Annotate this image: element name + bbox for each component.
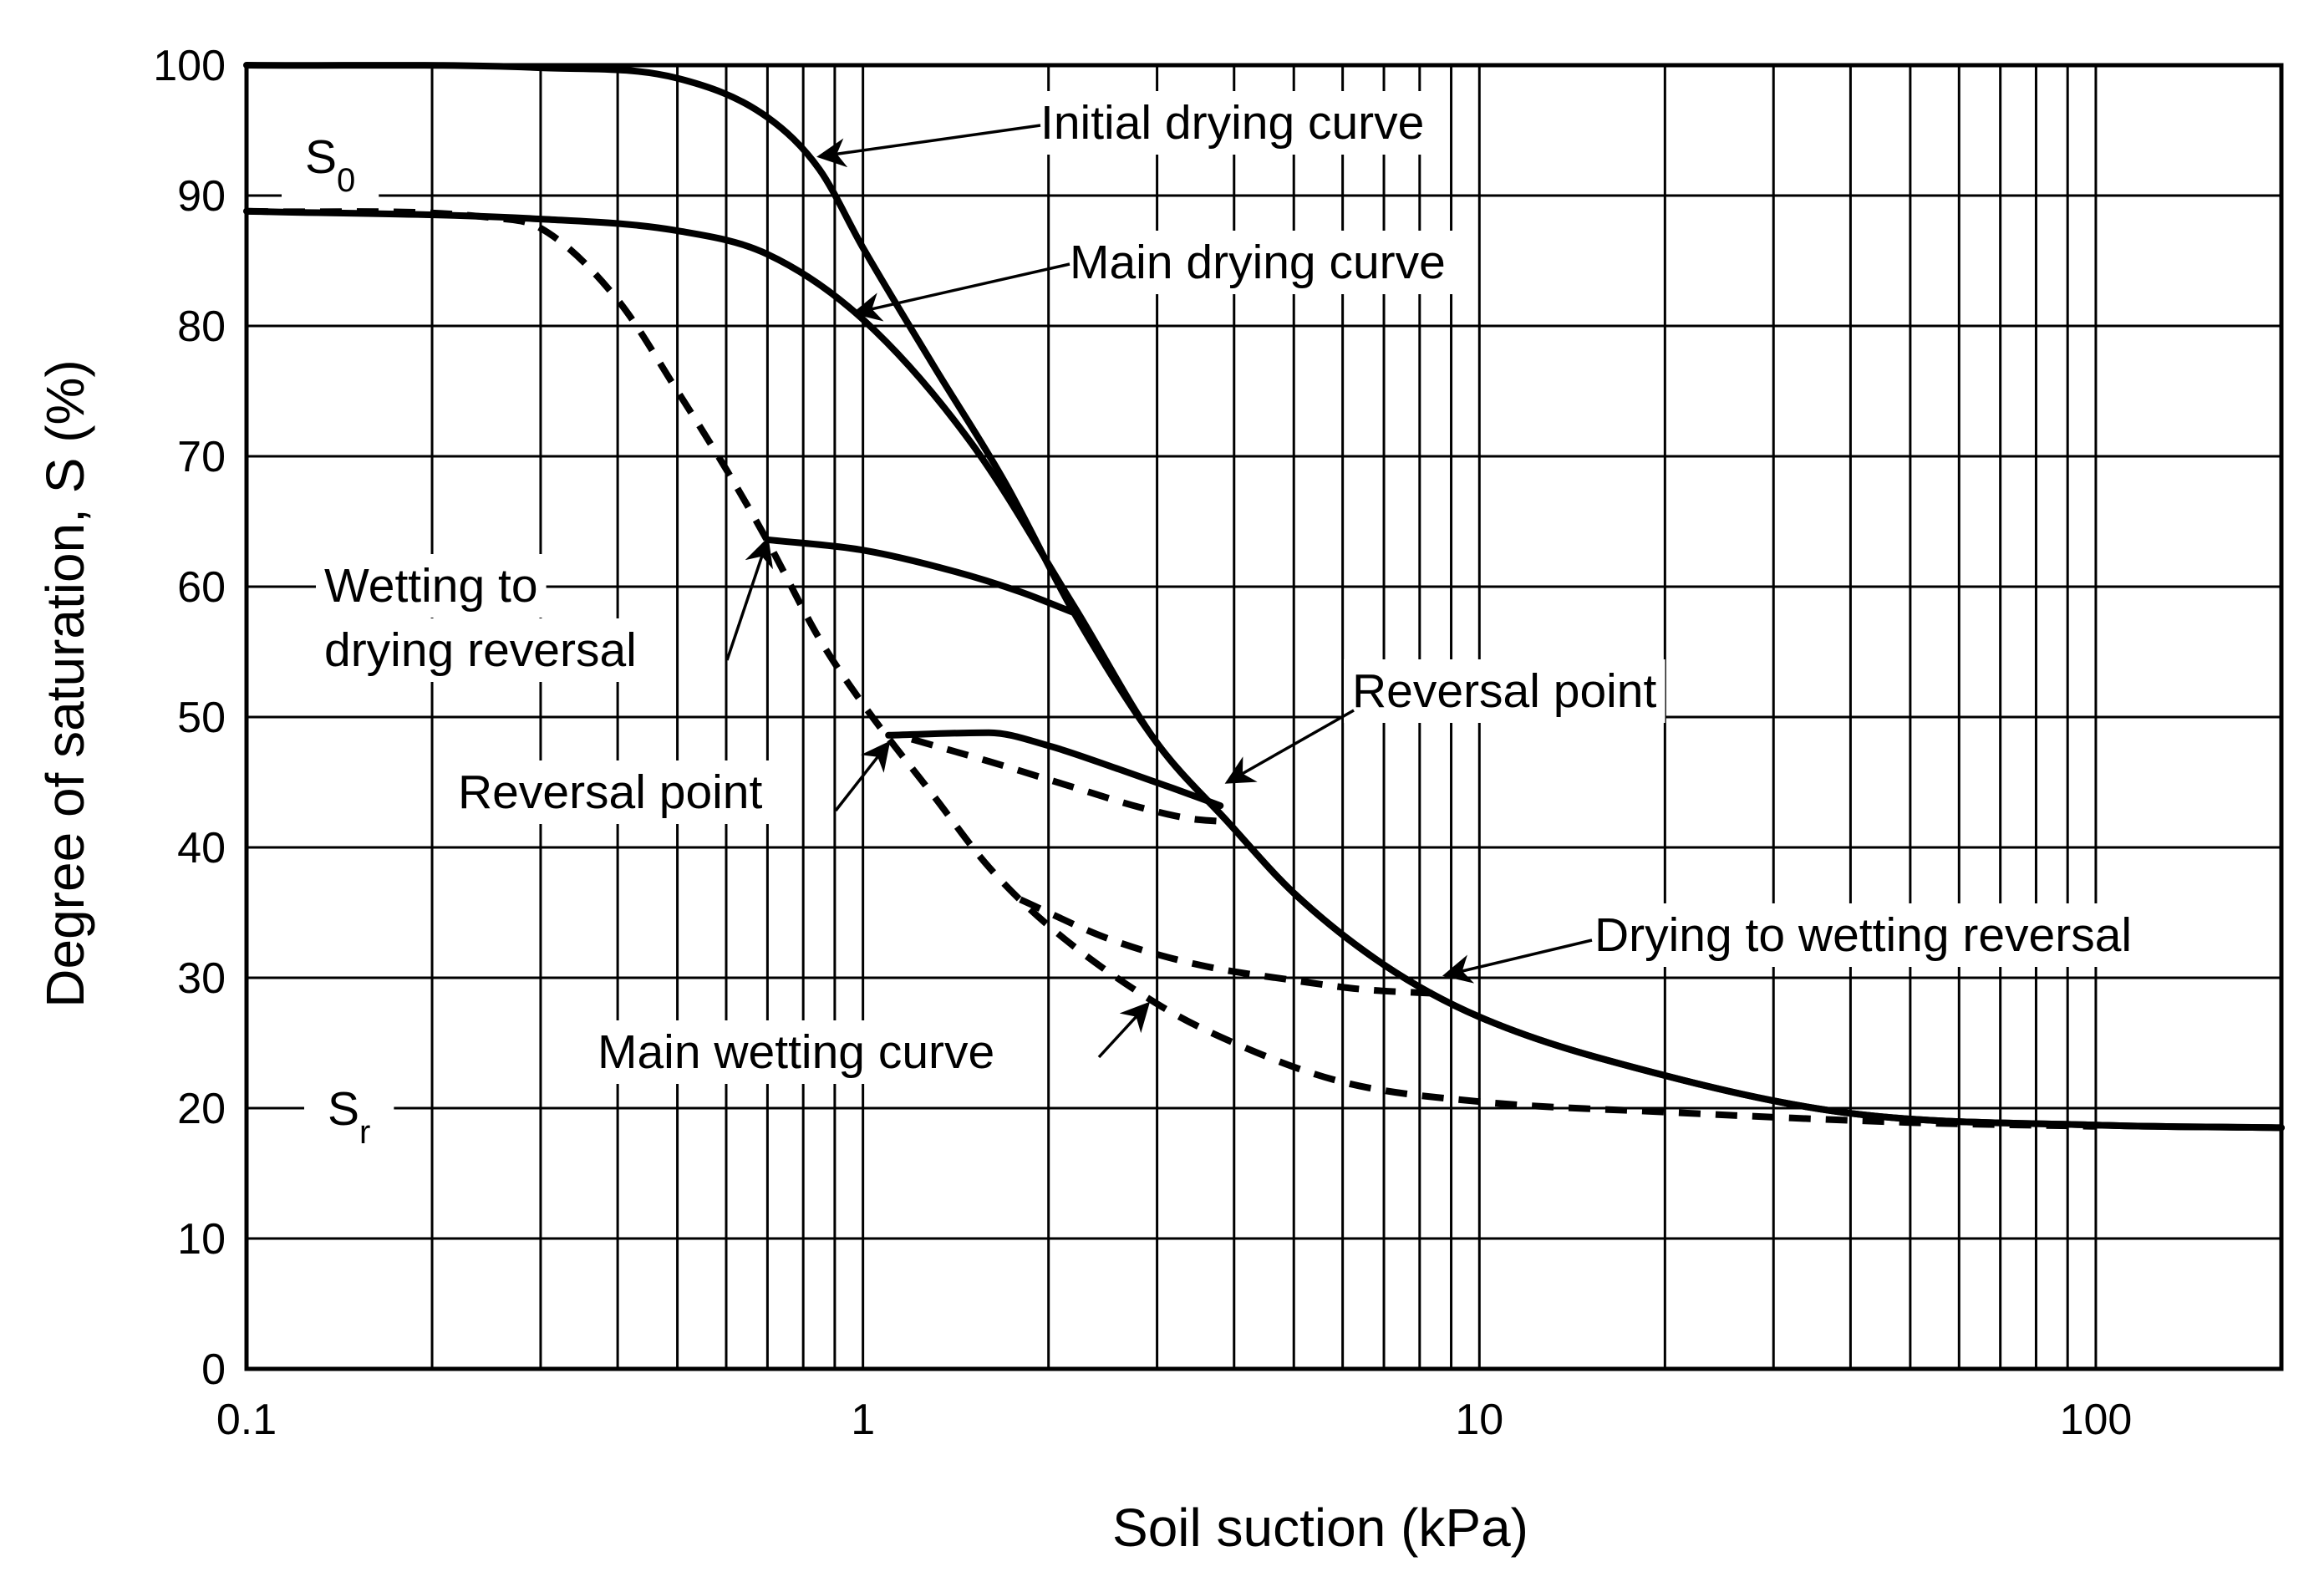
- y-tick-label: 30: [177, 954, 226, 1003]
- annotation-label: Wetting to: [324, 559, 538, 613]
- y-tick-label: 60: [177, 563, 226, 612]
- y-tick-label: 40: [177, 824, 226, 872]
- annotation-arrow: [816, 124, 1041, 168]
- annotation-background: [316, 554, 547, 618]
- annotation-label: Main wetting curve: [598, 1025, 994, 1079]
- annotation-group: Initial drying curve: [816, 91, 1433, 168]
- annotation-background: [282, 125, 379, 205]
- y-tick-label: 100: [153, 42, 226, 90]
- annotation-group: Wetting to: [316, 537, 773, 661]
- annotation-arrow: [1097, 1001, 1151, 1059]
- annotation-background: [1061, 231, 1454, 294]
- y-tick-label: 10: [177, 1215, 226, 1264]
- annotation-arrow: [725, 537, 773, 661]
- label-subscript: 0: [337, 162, 355, 199]
- annotation-group: Reversal point: [1224, 659, 1665, 784]
- annotation-arrow: [834, 740, 891, 812]
- annotation-background: [304, 1077, 394, 1156]
- x-tick-label: 10: [1455, 1396, 1503, 1444]
- series-main-wetting-curve: [246, 207, 2096, 1130]
- annotation-background: [450, 760, 771, 824]
- annotation-label: drying reversal: [324, 623, 637, 677]
- annotation-group: drying reversal: [316, 618, 645, 682]
- series-wetting-to-drying-reversal: [764, 536, 1078, 617]
- annotation-label: Drying to wetting reversal: [1594, 908, 2132, 962]
- annotation-background: [589, 1020, 1004, 1084]
- tick-labels: 0 10 20 30 40 50 60 70 80 90 100 0.1 1 10 100: [153, 42, 2132, 1444]
- annotation-background: [1032, 91, 1433, 155]
- annotation-background: [316, 618, 645, 682]
- x-tick-label: 0.1: [216, 1396, 277, 1444]
- annotation-group: Reversal point: [450, 740, 891, 824]
- series-initial-drying-curve: [243, 62, 2285, 1132]
- annotation-label: Reversal point: [1352, 664, 1657, 718]
- y-tick-label: 90: [177, 172, 226, 221]
- annotation-arrow: [1224, 709, 1355, 784]
- curves: [243, 62, 2285, 1132]
- annotation-label: Main drying curve: [1070, 236, 1446, 289]
- label-subscript: r: [359, 1114, 370, 1151]
- annotation-arrow: [1442, 938, 1593, 984]
- annotations: Initial drying curve Main drying curve Wet…: [282, 91, 2141, 1156]
- series-main-drying-curve: [243, 207, 2285, 1132]
- x-axis-title: Soil suction (kPa): [1112, 1498, 1528, 1558]
- annotation-group: Sr: [304, 1077, 394, 1156]
- y-tick-label: 20: [177, 1085, 226, 1133]
- y-tick-label: 70: [177, 433, 226, 481]
- annotation-background: [1344, 659, 1665, 723]
- annotation-group: Main drying curve: [852, 231, 1454, 322]
- y-tick-label: 0: [201, 1345, 226, 1394]
- y-tick-label: 80: [177, 303, 226, 351]
- annotation-arrow: [852, 262, 1070, 322]
- y-axis-title: Degree of saturation, S (%): [35, 359, 95, 1007]
- annotation-background: [1586, 903, 2141, 967]
- annotation-group: S0: [282, 125, 379, 205]
- series-drying-to-wetting-reversal: [1019, 896, 1437, 997]
- annotation-group: Drying to wetting reversal: [1442, 903, 2141, 984]
- y-tick-label: 50: [177, 694, 226, 742]
- x-tick-label: 1: [851, 1396, 875, 1444]
- annotation-group: Main wetting curve: [589, 1001, 1151, 1084]
- x-tick-label: 100: [2060, 1396, 2133, 1444]
- series-reversal-point-wetting-from-drying-curve: [910, 735, 1221, 825]
- annotation-label: Initial drying curve: [1040, 96, 1424, 150]
- plot-frame: [244, 63, 2284, 1371]
- series-reversal-point-drying-from-wetting-curve: [885, 729, 1224, 810]
- annotation-label: Reversal point: [458, 766, 763, 819]
